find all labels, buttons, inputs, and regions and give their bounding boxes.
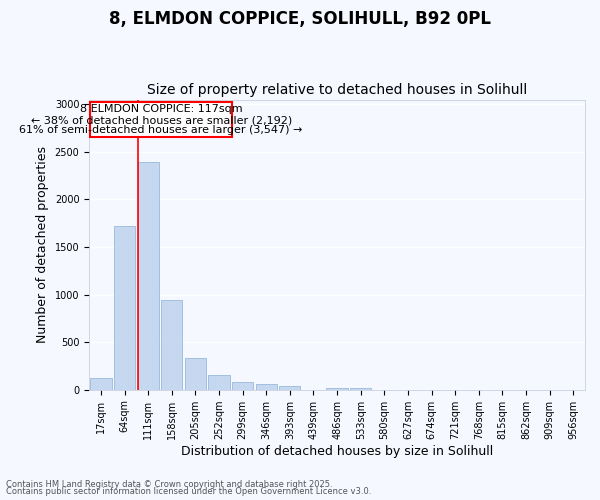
Bar [326, 388, 348, 390]
Bar [232, 382, 253, 390]
Text: 8, ELMDON COPPICE, SOLIHULL, B92 0PL: 8, ELMDON COPPICE, SOLIHULL, B92 0PL [109, 10, 491, 28]
Y-axis label: Number of detached properties: Number of detached properties [36, 146, 49, 343]
FancyBboxPatch shape [91, 102, 232, 136]
Bar [91, 378, 112, 390]
Bar [185, 358, 206, 390]
Text: Contains HM Land Registry data © Crown copyright and database right 2025.: Contains HM Land Registry data © Crown c… [6, 480, 332, 489]
Text: Contains public sector information licensed under the Open Government Licence v3: Contains public sector information licen… [6, 488, 371, 496]
Bar [137, 162, 159, 390]
Text: 8 ELMDON COPPICE: 117sqm: 8 ELMDON COPPICE: 117sqm [80, 104, 242, 115]
Title: Size of property relative to detached houses in Solihull: Size of property relative to detached ho… [147, 83, 527, 97]
Bar [161, 300, 182, 390]
X-axis label: Distribution of detached houses by size in Solihull: Distribution of detached houses by size … [181, 444, 493, 458]
Bar [279, 386, 301, 390]
Text: ← 38% of detached houses are smaller (2,192): ← 38% of detached houses are smaller (2,… [31, 116, 292, 126]
Text: 61% of semi-detached houses are larger (3,547) →: 61% of semi-detached houses are larger (… [19, 125, 303, 135]
Bar [350, 388, 371, 390]
Bar [208, 375, 230, 390]
Bar [256, 384, 277, 390]
Bar [114, 226, 135, 390]
